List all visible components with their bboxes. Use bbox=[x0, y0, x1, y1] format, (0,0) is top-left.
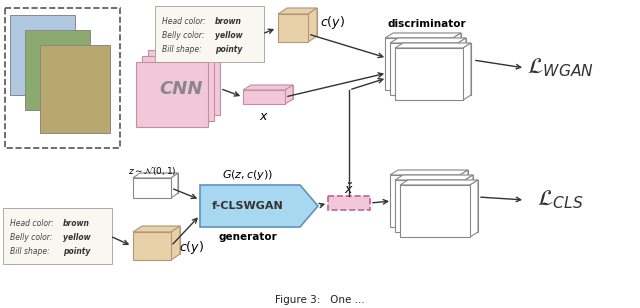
Polygon shape bbox=[453, 33, 461, 90]
Text: Belly color:: Belly color: bbox=[10, 233, 52, 241]
Polygon shape bbox=[200, 185, 318, 227]
Polygon shape bbox=[133, 226, 180, 232]
Text: Head color:: Head color: bbox=[10, 218, 54, 228]
Text: $\mathcal{L}_{WGAN}$: $\mathcal{L}_{WGAN}$ bbox=[527, 57, 593, 79]
Polygon shape bbox=[285, 85, 293, 104]
Text: CNN: CNN bbox=[159, 79, 203, 98]
Polygon shape bbox=[385, 38, 453, 90]
Text: pointy: pointy bbox=[63, 246, 90, 256]
Polygon shape bbox=[395, 180, 465, 232]
Polygon shape bbox=[133, 232, 171, 260]
Polygon shape bbox=[171, 173, 178, 198]
Polygon shape bbox=[133, 178, 171, 198]
Text: $c(y)$: $c(y)$ bbox=[179, 240, 204, 257]
Polygon shape bbox=[470, 180, 478, 237]
Text: $x$: $x$ bbox=[259, 110, 269, 123]
Text: pointy: pointy bbox=[215, 44, 243, 54]
Polygon shape bbox=[458, 38, 466, 95]
Polygon shape bbox=[133, 173, 178, 178]
Text: f-CLSWGAN: f-CLSWGAN bbox=[212, 201, 284, 211]
Text: $D(x,c(y))$: $D(x,c(y))$ bbox=[395, 57, 444, 71]
FancyBboxPatch shape bbox=[328, 196, 370, 210]
Text: Bill shape:: Bill shape: bbox=[162, 44, 202, 54]
Polygon shape bbox=[278, 8, 317, 14]
Polygon shape bbox=[395, 175, 473, 180]
Polygon shape bbox=[395, 43, 471, 48]
Polygon shape bbox=[398, 38, 466, 90]
Text: brown: brown bbox=[215, 17, 242, 26]
Polygon shape bbox=[465, 175, 473, 232]
FancyBboxPatch shape bbox=[40, 45, 110, 133]
Polygon shape bbox=[390, 175, 460, 227]
FancyBboxPatch shape bbox=[136, 62, 208, 127]
Polygon shape bbox=[408, 180, 478, 232]
Polygon shape bbox=[251, 85, 293, 99]
Polygon shape bbox=[393, 33, 461, 85]
Polygon shape bbox=[171, 226, 180, 260]
Polygon shape bbox=[142, 226, 180, 254]
Text: Bill shape:: Bill shape: bbox=[10, 246, 50, 256]
Text: $P(y|\tilde{x};\theta)$: $P(y|\tilde{x};\theta)$ bbox=[403, 193, 447, 209]
Text: yellow: yellow bbox=[63, 233, 91, 241]
Polygon shape bbox=[395, 48, 463, 100]
FancyBboxPatch shape bbox=[142, 56, 214, 121]
Polygon shape bbox=[390, 170, 468, 175]
Polygon shape bbox=[463, 43, 471, 100]
Text: $z \sim \mathcal{N}(0,1)$: $z \sim \mathcal{N}(0,1)$ bbox=[127, 165, 177, 177]
FancyBboxPatch shape bbox=[10, 15, 75, 95]
Text: Belly color:: Belly color: bbox=[162, 30, 205, 39]
Polygon shape bbox=[243, 90, 285, 104]
FancyBboxPatch shape bbox=[155, 6, 264, 62]
Polygon shape bbox=[385, 33, 461, 38]
Text: discriminator: discriminator bbox=[388, 19, 467, 29]
Polygon shape bbox=[398, 170, 468, 222]
Text: yellow: yellow bbox=[215, 30, 243, 39]
Text: $G(z,c(y))$: $G(z,c(y))$ bbox=[222, 168, 274, 182]
Polygon shape bbox=[390, 38, 466, 43]
FancyBboxPatch shape bbox=[25, 30, 90, 110]
Text: $\tilde{x}$: $\tilde{x}$ bbox=[344, 183, 354, 197]
Polygon shape bbox=[243, 85, 293, 90]
Text: Figure 3:   One ...: Figure 3: One ... bbox=[275, 295, 365, 305]
Polygon shape bbox=[400, 180, 478, 185]
Text: generator: generator bbox=[219, 232, 277, 242]
Polygon shape bbox=[403, 175, 473, 227]
Polygon shape bbox=[287, 8, 317, 36]
Text: Head color:: Head color: bbox=[162, 17, 205, 26]
Text: $c(y)$: $c(y)$ bbox=[320, 14, 345, 30]
Polygon shape bbox=[460, 170, 468, 227]
Text: $\mathcal{L}_{CLS}$: $\mathcal{L}_{CLS}$ bbox=[537, 189, 583, 211]
Text: brown: brown bbox=[63, 218, 90, 228]
Polygon shape bbox=[390, 43, 458, 95]
FancyBboxPatch shape bbox=[148, 50, 220, 115]
Polygon shape bbox=[140, 173, 178, 193]
Polygon shape bbox=[400, 185, 470, 237]
Polygon shape bbox=[308, 8, 317, 42]
FancyBboxPatch shape bbox=[3, 208, 112, 264]
Polygon shape bbox=[403, 43, 471, 95]
Polygon shape bbox=[278, 14, 308, 42]
